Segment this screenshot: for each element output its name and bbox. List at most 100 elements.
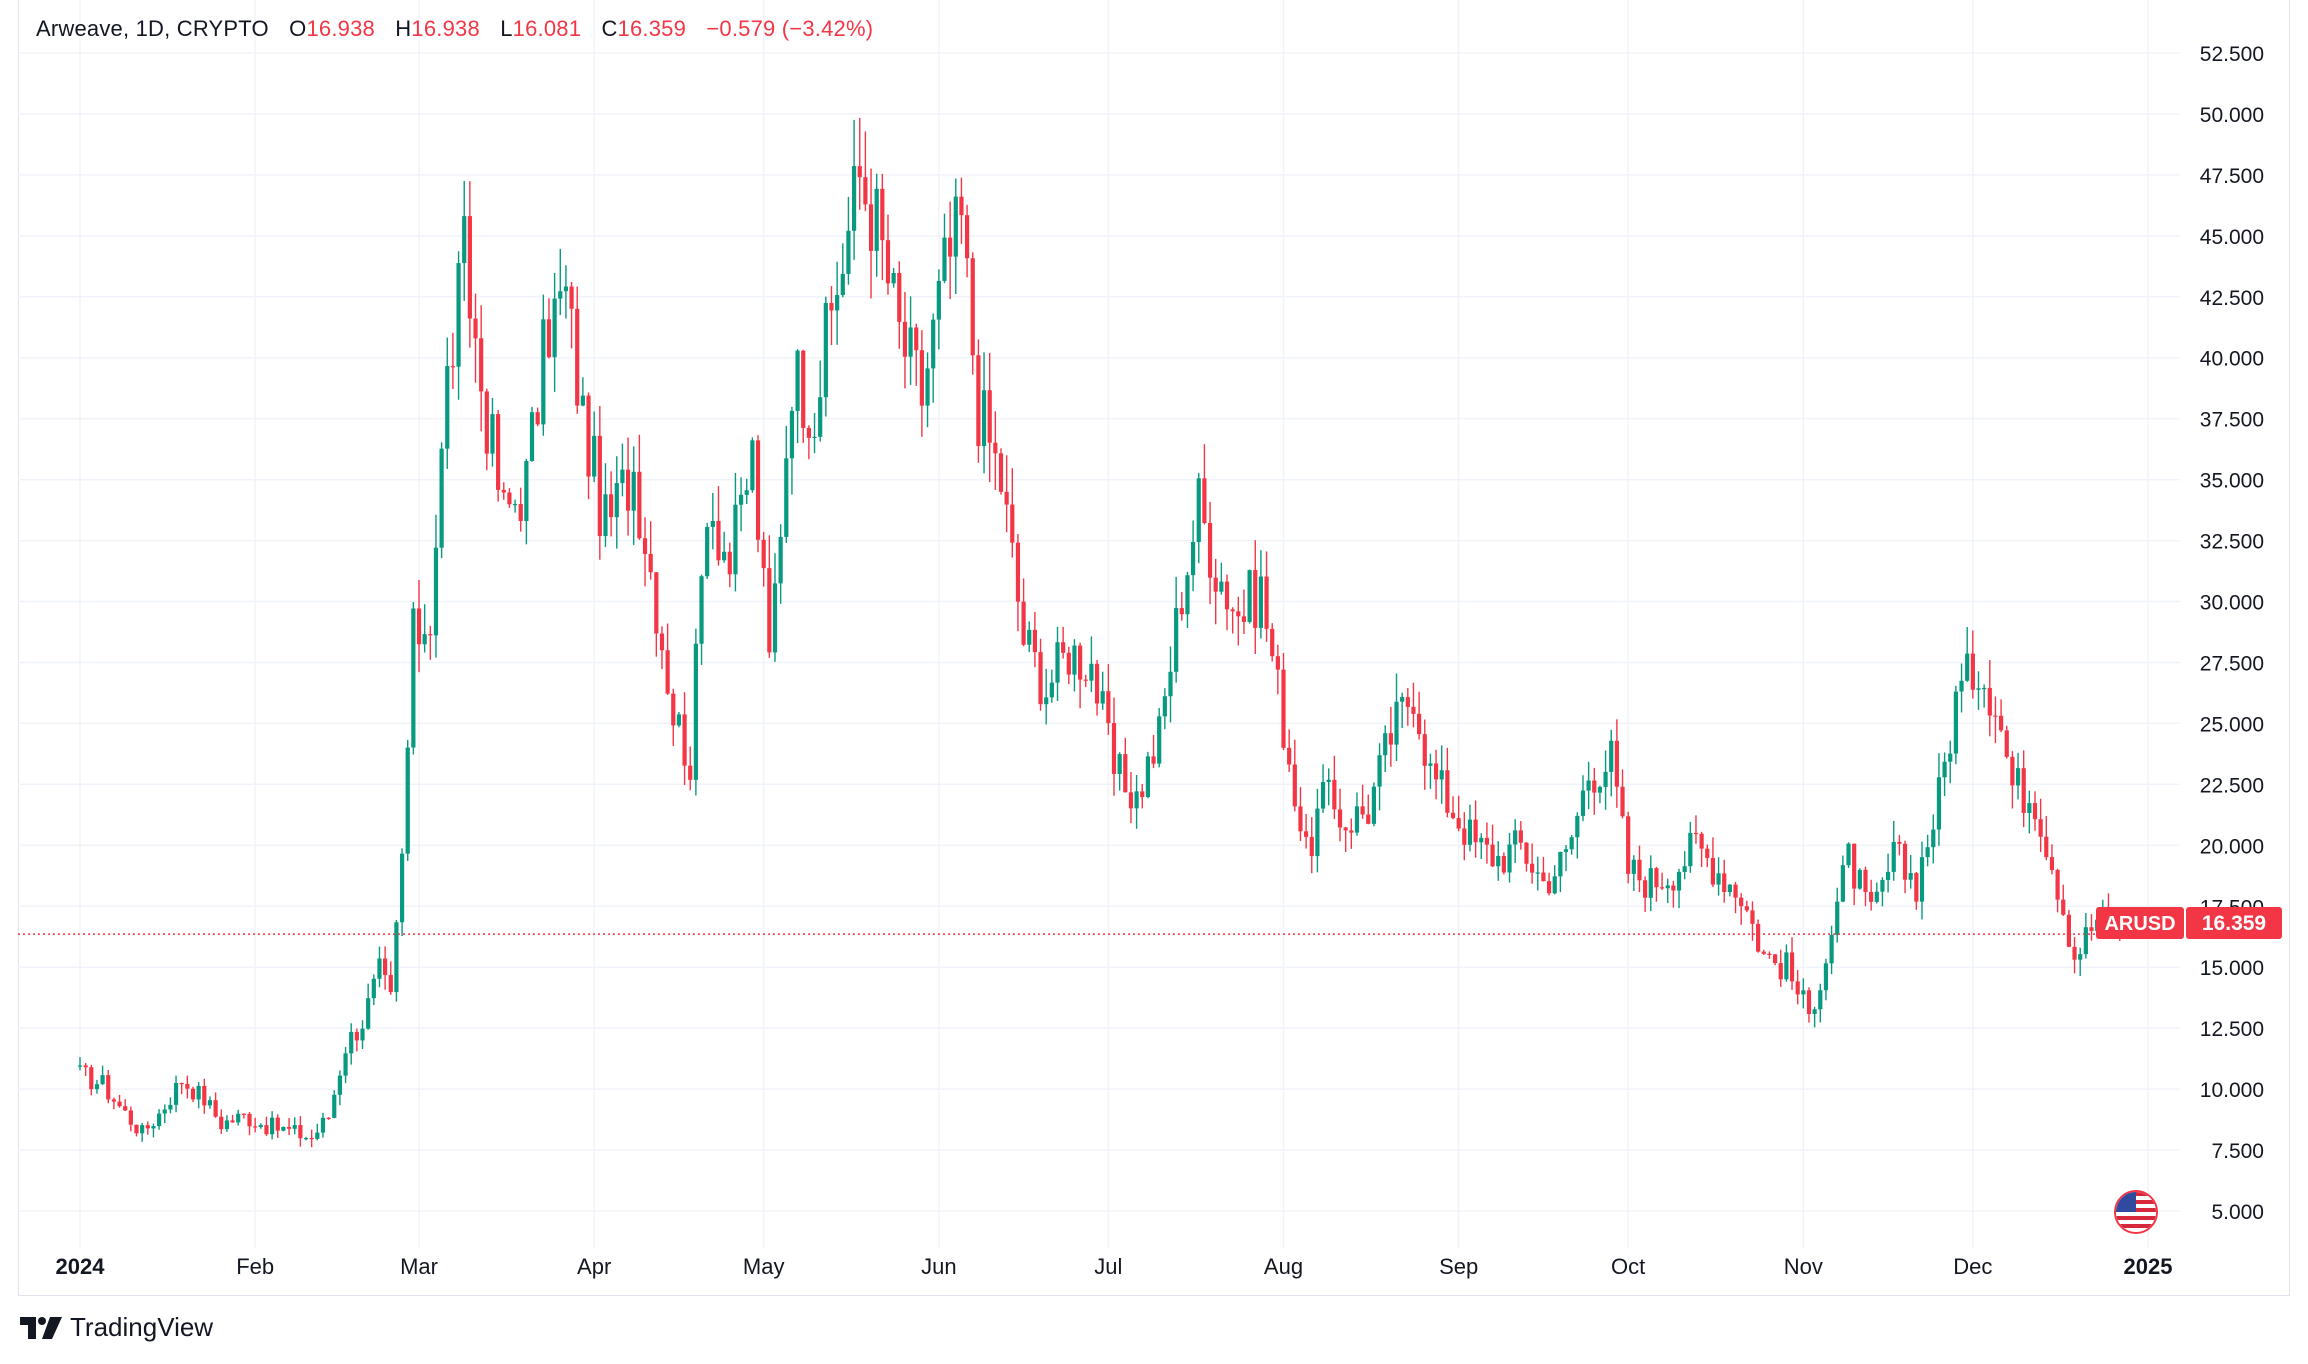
candle-body [699, 576, 704, 644]
candle-body [445, 366, 450, 449]
candle-body [1908, 873, 1913, 880]
y-tick-label: 12.500 [2200, 1018, 2264, 1041]
candle-body [1089, 663, 1094, 681]
candle-body [100, 1075, 105, 1085]
candle-body [490, 414, 495, 454]
candle-body [654, 572, 659, 634]
candle-body [1767, 953, 1772, 955]
candle-body [1140, 791, 1145, 798]
candle-body [1806, 990, 1812, 1014]
candle-body [1772, 954, 1778, 964]
candle-body [241, 1113, 246, 1115]
candle-body [948, 237, 953, 257]
candle-body [1332, 779, 1337, 810]
candle-body [1467, 819, 1473, 845]
high-label: H [395, 16, 412, 41]
candle-body [298, 1125, 303, 1139]
candle-body [1162, 696, 1167, 717]
candle-body [507, 492, 512, 505]
candle-body [354, 1031, 359, 1041]
candle-body [1569, 837, 1574, 850]
candle-body [1015, 542, 1021, 602]
candle-body [1433, 763, 1439, 780]
candle-body [976, 355, 981, 447]
y-tick-label: 42.500 [2200, 287, 2264, 310]
candle-body [1818, 990, 1823, 1010]
candlestick-chart[interactable]: 52.500 50.000 47.500 45.000 42.500 40.000 37.5… [0, 0, 2308, 1300]
candle-body [942, 237, 947, 281]
candle-body [1315, 808, 1320, 857]
candle-body [1546, 881, 1552, 894]
y-axis: 52.500 50.000 47.500 45.000 42.500 40.000 37.5… [2200, 43, 2264, 1224]
candle-body [207, 1100, 213, 1106]
candle-body [411, 608, 416, 748]
candle-body [1077, 645, 1083, 680]
candle-body [914, 327, 919, 351]
candle-body [332, 1094, 337, 1118]
candle-body [1400, 697, 1405, 702]
candle-body [1812, 1009, 1817, 1014]
candle-body [1151, 756, 1156, 764]
us-flag-icon[interactable] [2114, 1190, 2158, 1234]
candle-body [162, 1109, 167, 1114]
candle-body [219, 1116, 224, 1130]
candle-body [620, 469, 625, 484]
candle-body [784, 458, 789, 537]
candle-body [1366, 814, 1371, 824]
candle-body [1789, 952, 1795, 982]
candle-body [366, 998, 371, 1029]
candle-body [2027, 803, 2032, 813]
candle-body [925, 368, 930, 406]
candle-body [1456, 818, 1461, 829]
candle-body [1970, 653, 1975, 690]
candle-body [343, 1053, 348, 1076]
candle-body [2055, 869, 2060, 900]
candle-body [1563, 849, 1569, 852]
candle-body [575, 308, 580, 406]
x-axis: 2024 Feb Mar Apr May Jun Jul Aug Sep Oct Nov Dec 202… [56, 1254, 2173, 1279]
candle-body [1236, 611, 1241, 617]
x-tick-label: Aug [1264, 1254, 1303, 1279]
candle-body [868, 204, 874, 251]
candle-body [1134, 791, 1139, 809]
candle-body [1580, 790, 1586, 816]
candle-body [1530, 863, 1535, 873]
candle-body [405, 747, 410, 854]
low-label: L [500, 16, 513, 41]
candle-body [1637, 859, 1642, 881]
symbol-name: Arweave, 1D, CRYPTO [36, 16, 269, 41]
candle-body [1705, 848, 1710, 858]
candle-body [1874, 891, 1879, 902]
candle-body [710, 520, 715, 527]
candle-body [1795, 981, 1800, 995]
tradingview-logo[interactable]: TradingView [20, 1312, 213, 1343]
candle-body [1490, 844, 1495, 867]
candle-body [1179, 608, 1184, 615]
candle-body [1292, 764, 1297, 807]
candle-body [264, 1125, 269, 1135]
candle-body [1484, 837, 1490, 845]
candle-body [676, 714, 682, 726]
candle-body [496, 414, 501, 490]
candle-body [705, 526, 710, 577]
y-tick-label: 50.000 [2200, 104, 2264, 127]
y-tick-label: 25.000 [2200, 713, 2264, 736]
candle-body [320, 1117, 326, 1133]
y-tick-label: 52.500 [2200, 43, 2264, 66]
candle-body [1897, 841, 1902, 844]
candle-body [1128, 792, 1134, 809]
candle-body [433, 547, 439, 636]
candle-body [1174, 608, 1179, 672]
candle-body [253, 1126, 258, 1128]
candle-body [2044, 836, 2049, 858]
candle-body [1688, 832, 1693, 867]
candle-body [1038, 652, 1043, 705]
candle-body [738, 494, 744, 505]
symbol-legend[interactable]: Arweave, 1D, CRYPTO O16.938 H16.938 L16.… [36, 16, 873, 42]
candle-body [1219, 581, 1224, 592]
y-tick-label: 32.500 [2200, 531, 2264, 554]
candle-body [1281, 669, 1286, 748]
candle-body [1394, 701, 1399, 745]
candle-body [1004, 491, 1009, 505]
close-label: C [601, 16, 618, 41]
